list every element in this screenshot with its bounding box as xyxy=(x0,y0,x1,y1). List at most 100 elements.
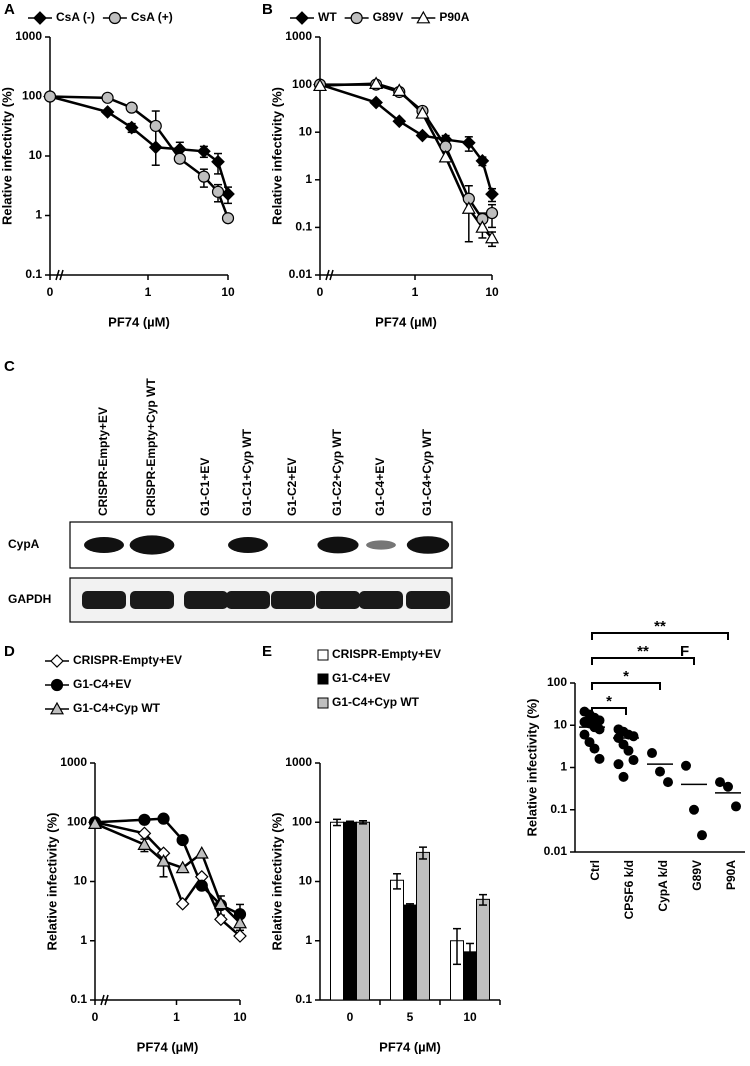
bar xyxy=(416,851,430,1001)
significance-label: * xyxy=(606,693,612,710)
marker xyxy=(369,76,384,89)
dot xyxy=(628,755,639,766)
marker xyxy=(485,206,499,220)
band xyxy=(228,537,268,553)
y-axis-title: Relative infectivity (%) xyxy=(44,813,59,951)
marker xyxy=(461,201,476,214)
significance-label: ** xyxy=(654,618,666,635)
marker xyxy=(221,212,235,225)
band xyxy=(184,591,228,609)
significance-bracket xyxy=(591,632,729,640)
y-tick-label: 100 xyxy=(292,77,312,91)
y-axis-title: Relative infectivity (%) xyxy=(0,87,14,225)
dot xyxy=(579,729,590,740)
dot xyxy=(613,759,624,770)
band xyxy=(366,540,396,550)
y-tick-label: 1 xyxy=(560,760,567,774)
marker xyxy=(100,105,115,119)
x-tick-label: G89V xyxy=(690,860,704,891)
marker xyxy=(87,816,103,829)
marker xyxy=(415,106,430,119)
band xyxy=(317,536,359,554)
marker xyxy=(197,170,211,183)
dot xyxy=(589,743,600,754)
lane-label: G1-C4+Cyp WT xyxy=(420,428,434,516)
y-tick-label: 0.1 xyxy=(70,992,87,1006)
band xyxy=(84,537,124,553)
marker xyxy=(221,187,235,201)
bands xyxy=(82,535,450,609)
bar xyxy=(403,904,417,1001)
marker xyxy=(137,837,152,850)
blot-panel: C CRISPR-Empty+EV CRISPR-Empty+Cyp WT G1… xyxy=(4,358,453,623)
x-tick-label: 0 xyxy=(92,1010,99,1024)
lane-label: CRISPR-Empty+EV xyxy=(96,407,110,516)
marker xyxy=(211,185,225,198)
y-tick-label: 1000 xyxy=(15,29,42,43)
lane-label: G1-C2+Cyp WT xyxy=(330,428,344,516)
legend-label: G1-C4+Cyp WT xyxy=(332,695,420,709)
significance-bracket xyxy=(591,682,661,690)
bar xyxy=(356,821,370,1001)
x-tick-label: 10 xyxy=(463,1010,477,1024)
marker xyxy=(211,154,225,169)
y-tick-label: 1 xyxy=(305,172,312,186)
dot xyxy=(628,731,639,742)
series-line xyxy=(319,82,493,239)
x-axis-title: PF74 (µM) xyxy=(379,1039,441,1054)
bar xyxy=(390,879,404,1001)
legend-label: CsA (+) xyxy=(131,10,173,24)
bar xyxy=(330,821,344,1001)
x-axis-title: PF74 (µM) xyxy=(137,1039,199,1054)
marker xyxy=(173,152,186,165)
band xyxy=(406,536,450,554)
marker xyxy=(438,149,453,163)
y-tick-label: 10 xyxy=(299,124,313,138)
band xyxy=(226,591,270,609)
y-tick-label: 10 xyxy=(299,874,313,888)
marker xyxy=(415,128,430,143)
marker xyxy=(175,860,190,874)
y-tick-label: 100 xyxy=(547,675,567,689)
marker xyxy=(149,119,162,133)
x-tick-label: P90A xyxy=(724,860,738,890)
x-axis-title: PF74 (µM) xyxy=(108,314,170,329)
y-tick-label: 0.01 xyxy=(289,267,313,281)
y-tick-label: 100 xyxy=(292,814,312,828)
y-tick-label: 0.1 xyxy=(295,992,312,1006)
marker xyxy=(176,833,189,847)
marker xyxy=(194,845,209,859)
panel-label: B xyxy=(262,1,273,18)
y-tick-label: 1 xyxy=(80,933,87,947)
y-tick-label: 10 xyxy=(74,874,88,888)
legend-label: CRISPR-Empty+EV xyxy=(73,653,182,667)
axis-break xyxy=(59,269,64,281)
legend-marker xyxy=(50,678,64,692)
legend-marker xyxy=(49,701,65,715)
y-tick-label: 1000 xyxy=(285,755,312,769)
panel-label: E xyxy=(262,643,272,660)
marker xyxy=(461,135,476,150)
x-tick-label: 1 xyxy=(173,1010,180,1024)
marker xyxy=(101,91,114,104)
x-tick-label: 10 xyxy=(485,285,499,299)
legend-marker xyxy=(350,11,363,25)
legend-marker xyxy=(295,11,309,25)
legend-marker xyxy=(416,10,431,24)
legend-label: WT xyxy=(318,10,337,24)
x-tick-label: 5 xyxy=(407,1010,414,1024)
axis-break xyxy=(100,994,105,1006)
marker xyxy=(43,90,57,103)
dot xyxy=(715,777,725,788)
legend-label: CsA (-) xyxy=(56,10,95,24)
significance-label: ** xyxy=(637,643,649,660)
marker xyxy=(157,812,170,825)
axis-break xyxy=(329,269,334,281)
legend-swatch xyxy=(317,649,329,661)
x-tick-label: 0 xyxy=(317,285,324,299)
dot xyxy=(723,781,733,792)
row-label: CypA xyxy=(8,537,40,551)
marker xyxy=(125,101,138,114)
marker xyxy=(156,853,171,867)
